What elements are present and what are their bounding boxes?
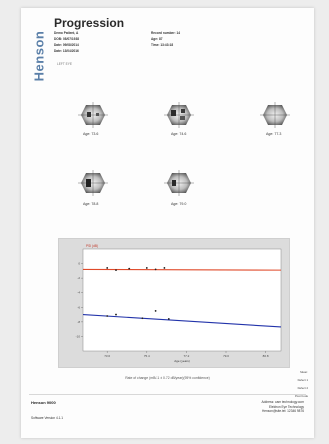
visual-field-plot xyxy=(257,100,293,130)
field-age-label: Age: 74.6 xyxy=(171,132,187,136)
contact-line: Elektron Eye Technology xyxy=(268,404,304,409)
product-name: Henson 9000 xyxy=(31,400,56,405)
data-point xyxy=(154,310,157,312)
data-point xyxy=(145,267,148,269)
data-point xyxy=(115,269,117,272)
trend-line xyxy=(82,314,282,328)
test-date-1: Date: 09/08/2014 xyxy=(54,43,79,47)
visual-field-plot xyxy=(161,100,197,130)
software-version: Software Version 4.1.1 xyxy=(31,416,64,420)
eye-label: LEFT EYE xyxy=(57,62,72,66)
visual-field-plot xyxy=(75,100,111,130)
brand-logo: Henson xyxy=(31,30,47,82)
data-point xyxy=(106,267,109,269)
y-tick-label: -8 xyxy=(77,320,80,324)
test-date-2: Date: 13/04/2016 xyxy=(54,49,79,53)
y-tick-label: -10 xyxy=(76,334,81,338)
legend-item: Defect 1 xyxy=(297,378,308,382)
data-point xyxy=(128,267,131,270)
contact-line: Henson@site.tel: 12346 9876 xyxy=(261,409,304,414)
footer-divider xyxy=(29,394,306,395)
plot-area xyxy=(82,248,282,352)
contact-info: Address: cam technology.com Elektron Eye… xyxy=(262,400,304,414)
report-page: Henson Progression Demo Patient, A DOB: … xyxy=(21,8,314,438)
progression-chart: 0 -2 -4 -6 -8 -10 73.6 75.4 77.2 79.0 80.8 Age (yea… xyxy=(58,238,290,368)
data-point xyxy=(167,318,170,320)
test-time: Time: 13:43:18 xyxy=(151,43,174,47)
visual-field-plot xyxy=(75,168,111,198)
field-age-label: Age: 79.0 xyxy=(171,202,187,206)
rate-of-change-caption: Rate of change (mB/-1 ± 0.72 dB/year)(95… xyxy=(125,376,210,380)
y-tick-label: 0 xyxy=(78,262,80,266)
patient-dob: DOB: 08/07/1938 xyxy=(54,37,79,41)
field-age-label: Age: 78.8 xyxy=(83,202,99,206)
x-axis-label: Age (years) xyxy=(174,359,190,363)
data-point xyxy=(106,315,109,317)
y-tick-label: -6 xyxy=(77,305,80,309)
y-tick-label: -4 xyxy=(77,291,80,295)
report-title: Progression xyxy=(54,16,125,30)
x-tick-label: 79.0 xyxy=(223,354,229,358)
trend-line xyxy=(82,268,282,271)
chart-legend: Mean: Defect 1 Defect 2 Post Code xyxy=(276,368,308,400)
x-tick-label: 73.6 xyxy=(104,354,110,358)
x-tick-label: 77.2 xyxy=(183,354,189,358)
patient-name: Demo Patient, A xyxy=(54,31,79,35)
field-age-label: Age: 77.3 xyxy=(266,132,282,136)
data-point xyxy=(115,313,117,316)
data-point xyxy=(141,317,144,320)
field-age-label: Age: 73.6 xyxy=(83,132,99,136)
contact-line: Address: cam technology.com xyxy=(261,400,304,404)
data-point xyxy=(163,267,166,269)
legend-item: Defect 2 xyxy=(297,386,308,390)
patient-age: Age: 87 xyxy=(151,37,163,41)
legend-item: Post Code xyxy=(294,394,308,398)
y-tick-label: -2 xyxy=(77,276,80,280)
record-number: Record number: 14 xyxy=(151,31,181,35)
chart-legend-top: PSI (dB) xyxy=(86,244,98,248)
legend-item: Mean: xyxy=(300,370,308,374)
chart-canvas: 0 -2 -4 -6 -8 -10 73.6 75.4 77.2 79.0 80.8 Age (yea… xyxy=(76,244,282,363)
data-point xyxy=(154,268,157,271)
visual-field-plot xyxy=(161,168,197,198)
x-tick-label: 75.4 xyxy=(144,354,150,358)
x-tick-label: 80.8 xyxy=(263,354,269,358)
patient-info-right: Record number: 14 Age: 87 Time: 13:43:18 xyxy=(151,30,180,48)
patient-info-left: Demo Patient, A DOB: 08/07/1938 Date: 09… xyxy=(54,30,79,54)
